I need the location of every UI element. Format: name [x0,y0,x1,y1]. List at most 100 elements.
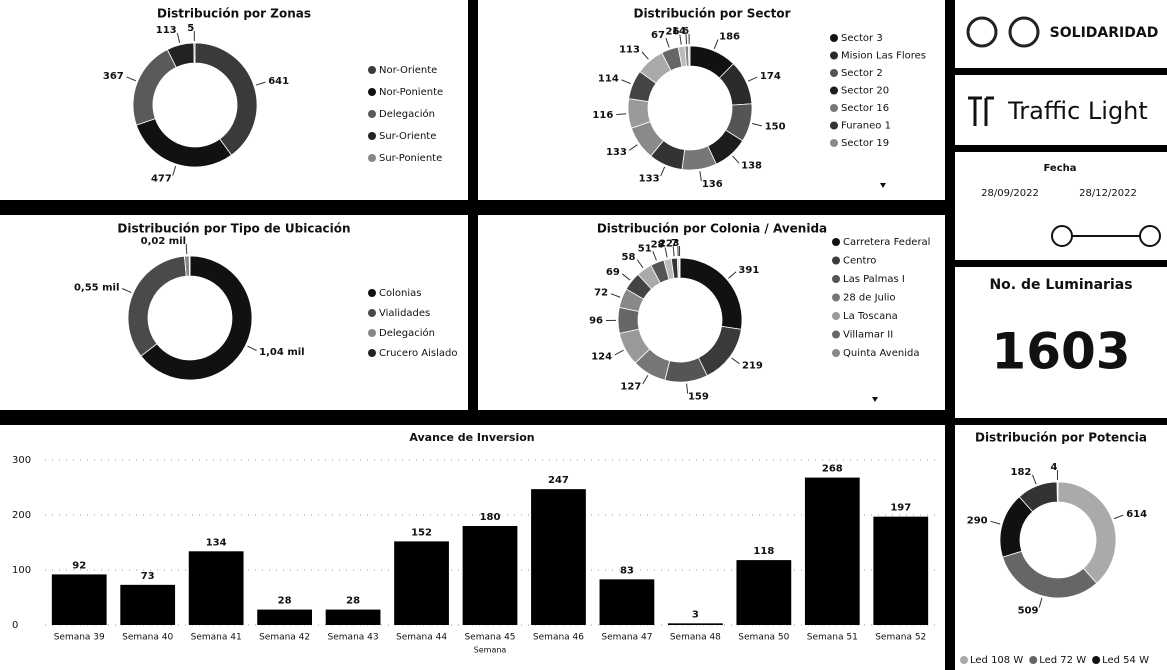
data-label: 290 [967,516,988,527]
y-tick-label: 200 [12,510,31,521]
bar [188,551,244,625]
legend-marker [830,139,838,147]
legend-marker [368,289,376,297]
leader-line [641,51,649,60]
legend-marker [960,656,968,664]
legend-marker [368,349,376,357]
legend-label: Nor-Oriente [379,65,437,76]
data-label: 116 [592,110,613,121]
data-label: 92 [72,560,86,571]
leader-line [185,244,188,255]
data-label: 150 [765,122,786,133]
leader-line [699,171,702,182]
data-label: 3 [673,238,680,249]
data-label: 5 [187,23,194,34]
data-label: 113 [156,25,177,36]
x-tick-label: Semana 45 [464,633,515,643]
logo-emblem [1008,16,1040,48]
legend-label: Vialidades [379,308,430,319]
data-label: 133 [606,147,627,158]
y-tick-label: 100 [12,565,31,576]
x-tick-label: Semana 52 [875,633,926,643]
card-title: No. de Luminarias [989,277,1132,293]
legend-label: Sector 19 [841,138,889,149]
slider-handle[interactable] [1139,225,1161,247]
legend-marker [1092,656,1101,664]
data-label: 28 [278,596,292,607]
leader-line [616,113,627,116]
legend-marker [830,51,838,60]
data-label: 69 [606,267,620,278]
chart-title: Distribución por Sector [633,7,790,21]
x-axis-title: Semana [474,646,507,655]
logo-text: SOLIDARIDAD [1050,25,1159,41]
data-label: 136 [702,179,723,190]
legend-label: Led 54 W [1102,655,1149,666]
data-label: 124 [591,351,612,362]
data-label: 58 [622,252,636,263]
leader-line [747,76,758,82]
leader-line [255,81,266,86]
legend-label: 28 de Julio [843,293,896,304]
data-label: 614 [1126,509,1147,520]
bar [257,609,312,625]
legend-marker [830,86,838,95]
data-label: 3 [692,609,699,620]
data-label: 96 [589,316,603,327]
panel [955,267,1167,418]
x-tick-label: Semana 51 [807,633,858,643]
legend-marker [368,309,376,317]
legend-label: Led 72 W [1039,655,1086,666]
legend-marker [368,66,376,74]
date-start[interactable]: 28/09/2022 [981,188,1039,199]
legend-label: Villamar II [843,330,893,341]
data-label: 138 [741,161,762,172]
legend-marker [832,293,840,302]
donut-slice [617,306,640,334]
bar [531,489,586,625]
legend-marker [368,329,376,337]
legend-marker [368,88,376,96]
panel [478,0,945,200]
donut-slice [1056,481,1059,503]
bar [873,516,929,625]
leader-line [247,345,257,351]
legend-label: Delegación [379,327,435,339]
legend-marker [832,330,840,339]
slider-handle[interactable] [1051,225,1073,247]
scroll-indicator[interactable] [880,183,886,188]
leader-line [665,37,670,48]
x-tick-label: Semana 44 [396,633,447,643]
leader-line [679,34,682,45]
legend-marker [832,238,840,246]
data-label: 391 [738,265,759,276]
legend-marker [830,104,838,112]
legend-marker [368,132,376,140]
data-label: 26 [666,27,680,38]
donut-slice [688,45,691,67]
data-label: 219 [742,361,763,372]
legend-label: Centro [843,256,876,267]
legend-label: Mision Las Flores [841,51,926,62]
chart-title: Avance de Inversion [409,431,534,444]
data-label: 114 [598,74,619,85]
bar [599,579,655,625]
brand-text: Traffic Light [1007,97,1148,125]
x-tick-label: Semana 47 [601,633,652,643]
leader-line [664,247,668,258]
legend-label: Las Palmas I [843,274,905,285]
data-label: 180 [480,512,501,523]
bar [51,574,107,625]
leader-line [1038,597,1043,608]
leader-line [610,293,621,298]
date-end[interactable]: 28/12/2022 [1079,188,1137,199]
scroll-indicator[interactable] [872,397,878,402]
x-tick-label: Semana 40 [122,633,173,643]
panel [0,0,468,200]
data-label: 174 [760,71,781,82]
leader-line [126,76,136,82]
leader-line [660,166,666,177]
data-label: 14 [672,26,686,37]
leader-line [614,349,624,356]
